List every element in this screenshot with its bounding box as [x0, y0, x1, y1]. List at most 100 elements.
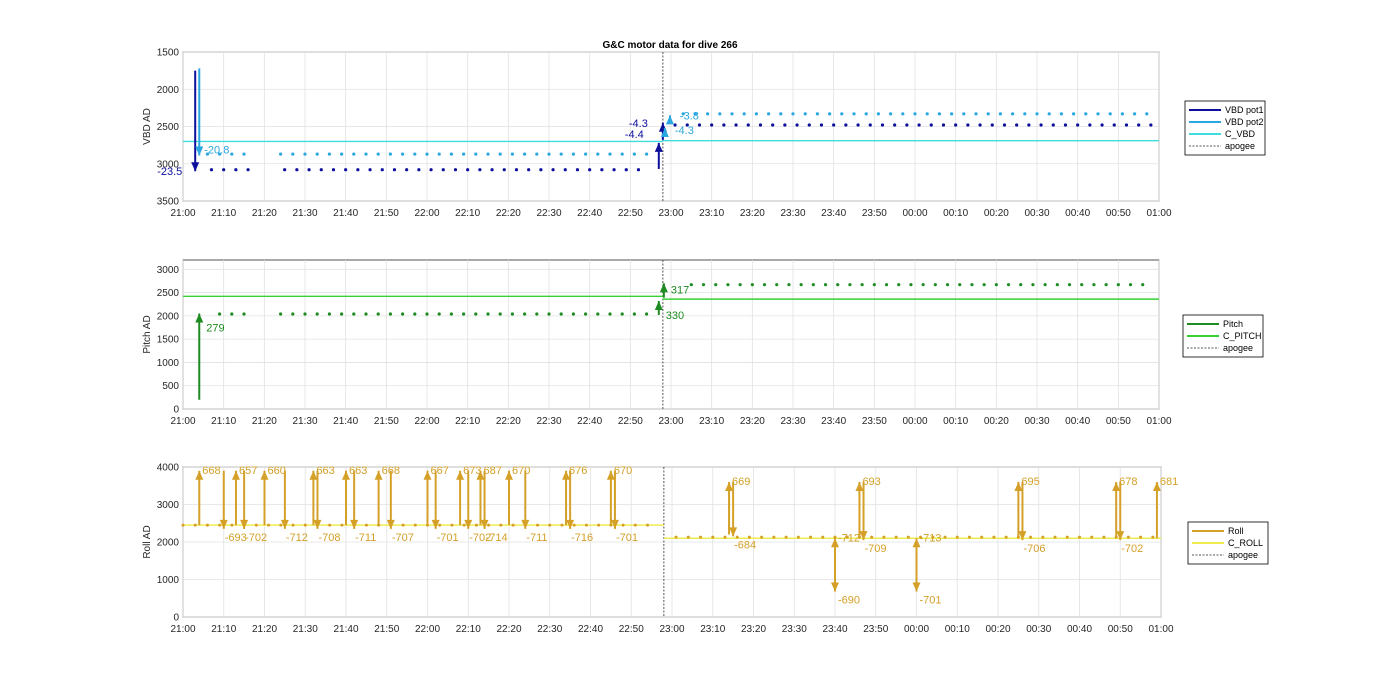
- vbd-pot2-point: [303, 152, 307, 156]
- x-tick-label: 00:40: [1067, 624, 1092, 635]
- pitch-point: [945, 283, 950, 287]
- vbd-pot1-point: [1149, 123, 1153, 127]
- roll-point: [992, 535, 996, 539]
- roll-up-arrow: [505, 470, 513, 480]
- pump-event-label: -23.5: [157, 166, 182, 178]
- roll-point: [1004, 535, 1008, 539]
- roll-down-arrow: [431, 519, 440, 529]
- x-tick-label: 23:50: [862, 416, 887, 427]
- roll-point: [328, 523, 332, 527]
- x-tick-label: 22:10: [456, 624, 481, 635]
- vbd-pot1-point: [1088, 123, 1092, 127]
- vbd-pot1-point: [600, 168, 604, 172]
- roll-point: [193, 523, 197, 527]
- x-tick-label: 23:50: [863, 624, 888, 635]
- roll-point: [833, 535, 837, 539]
- vbd-pot2-point: [523, 152, 527, 156]
- vbd-pot2-point: [584, 152, 588, 156]
- pitch-point: [645, 312, 649, 316]
- roll-down-arrow: [386, 519, 395, 529]
- vbd-pot2-point: [242, 152, 246, 156]
- pitch-point: [1067, 283, 1072, 287]
- vbd-pot2-point: [974, 112, 978, 116]
- roll-point: [943, 535, 947, 539]
- vbd-pot2-point: [547, 152, 551, 156]
- vbd-pot1-point: [392, 168, 397, 172]
- vbd-pot1-point: [710, 123, 714, 127]
- vbd-pot2-point: [291, 152, 295, 156]
- x-tick-label: 22:40: [577, 208, 602, 219]
- roll-deep-label: -701: [920, 595, 942, 607]
- vbd-pot1-point: [954, 123, 958, 127]
- vbd-pot2-point: [352, 152, 356, 156]
- vbd-pot1-point: [331, 168, 336, 172]
- roll-down-arrow: [464, 519, 473, 529]
- pitch-point: [799, 283, 803, 287]
- vbd-pot2-point: [706, 112, 710, 116]
- vbd-pot2-point: [681, 112, 685, 116]
- roll-point: [548, 523, 552, 527]
- y-tick-label: 2500: [157, 288, 180, 299]
- pitch-point: [608, 312, 612, 316]
- roll-up-label: 670: [614, 465, 632, 477]
- pump-event-label: -3.8: [680, 110, 699, 122]
- roll-point: [882, 535, 886, 539]
- vbd-pot1-point: [356, 168, 360, 172]
- x-tick-label: 22:00: [414, 416, 439, 427]
- x-tick-label: 23:30: [780, 208, 805, 219]
- vbd-pot1-point: [990, 123, 994, 127]
- roll-up-label: 663: [316, 465, 334, 477]
- pitch-point: [620, 312, 624, 316]
- vbd-pot1-point: [966, 123, 970, 127]
- x-tick-label: 22:20: [496, 624, 521, 635]
- roll-down-label: -714: [486, 532, 508, 544]
- pitch-point: [523, 312, 527, 316]
- x-tick-label: 21:50: [374, 624, 399, 635]
- roll-point: [572, 523, 576, 527]
- pitch-point: [230, 312, 234, 316]
- x-tick-label: 23:10: [700, 624, 725, 635]
- x-tick-label: 00:40: [1065, 416, 1090, 427]
- vbd-pot1-point: [807, 123, 811, 127]
- pump-event-arrow: [660, 127, 669, 137]
- roll-down-label: -684: [734, 539, 756, 551]
- x-tick-label: 22:30: [537, 624, 562, 635]
- vbd-pot2-point: [962, 112, 966, 116]
- x-tick-label: 22:30: [536, 416, 561, 427]
- roll-down-label: -709: [865, 543, 887, 555]
- x-tick-label: 22:00: [414, 208, 439, 219]
- chart-title: G&C motor data for dive 266: [602, 40, 737, 51]
- roll-down-arrow: [1018, 531, 1027, 541]
- pitch-point: [486, 312, 490, 316]
- pitch-point: [596, 312, 600, 316]
- pitch-point: [584, 312, 588, 316]
- pitch-point: [1006, 283, 1011, 287]
- roll-point: [674, 535, 678, 539]
- vbd-pot2-point: [608, 152, 612, 156]
- roll-down-arrow: [240, 519, 249, 529]
- vbd-pot2-point: [767, 112, 771, 116]
- roll-point: [487, 523, 491, 527]
- legend-label: apogee: [1223, 343, 1253, 353]
- roll-up-arrow: [374, 470, 383, 480]
- x-tick-label: 21:30: [292, 416, 317, 427]
- x-tick-label: 21:00: [170, 208, 195, 219]
- x-tick-label: 22:10: [455, 208, 480, 219]
- vbd-pot2-point: [315, 152, 319, 156]
- x-tick-label: 22:40: [578, 624, 603, 635]
- pitch-point: [388, 312, 392, 316]
- roll-point: [1102, 535, 1106, 539]
- pitch-point: [909, 283, 913, 287]
- x-tick-label: 22:30: [536, 208, 561, 219]
- x-tick-label: 21:30: [293, 624, 318, 635]
- vbd-pot2-point: [327, 152, 331, 156]
- roll-down-arrow: [313, 519, 322, 529]
- roll-up-label: 678: [1119, 476, 1137, 488]
- pitch-point: [714, 283, 718, 287]
- vbd-pot2-point: [840, 112, 844, 116]
- pitch-point: [632, 312, 637, 316]
- vbd-pot2-point: [1145, 112, 1149, 116]
